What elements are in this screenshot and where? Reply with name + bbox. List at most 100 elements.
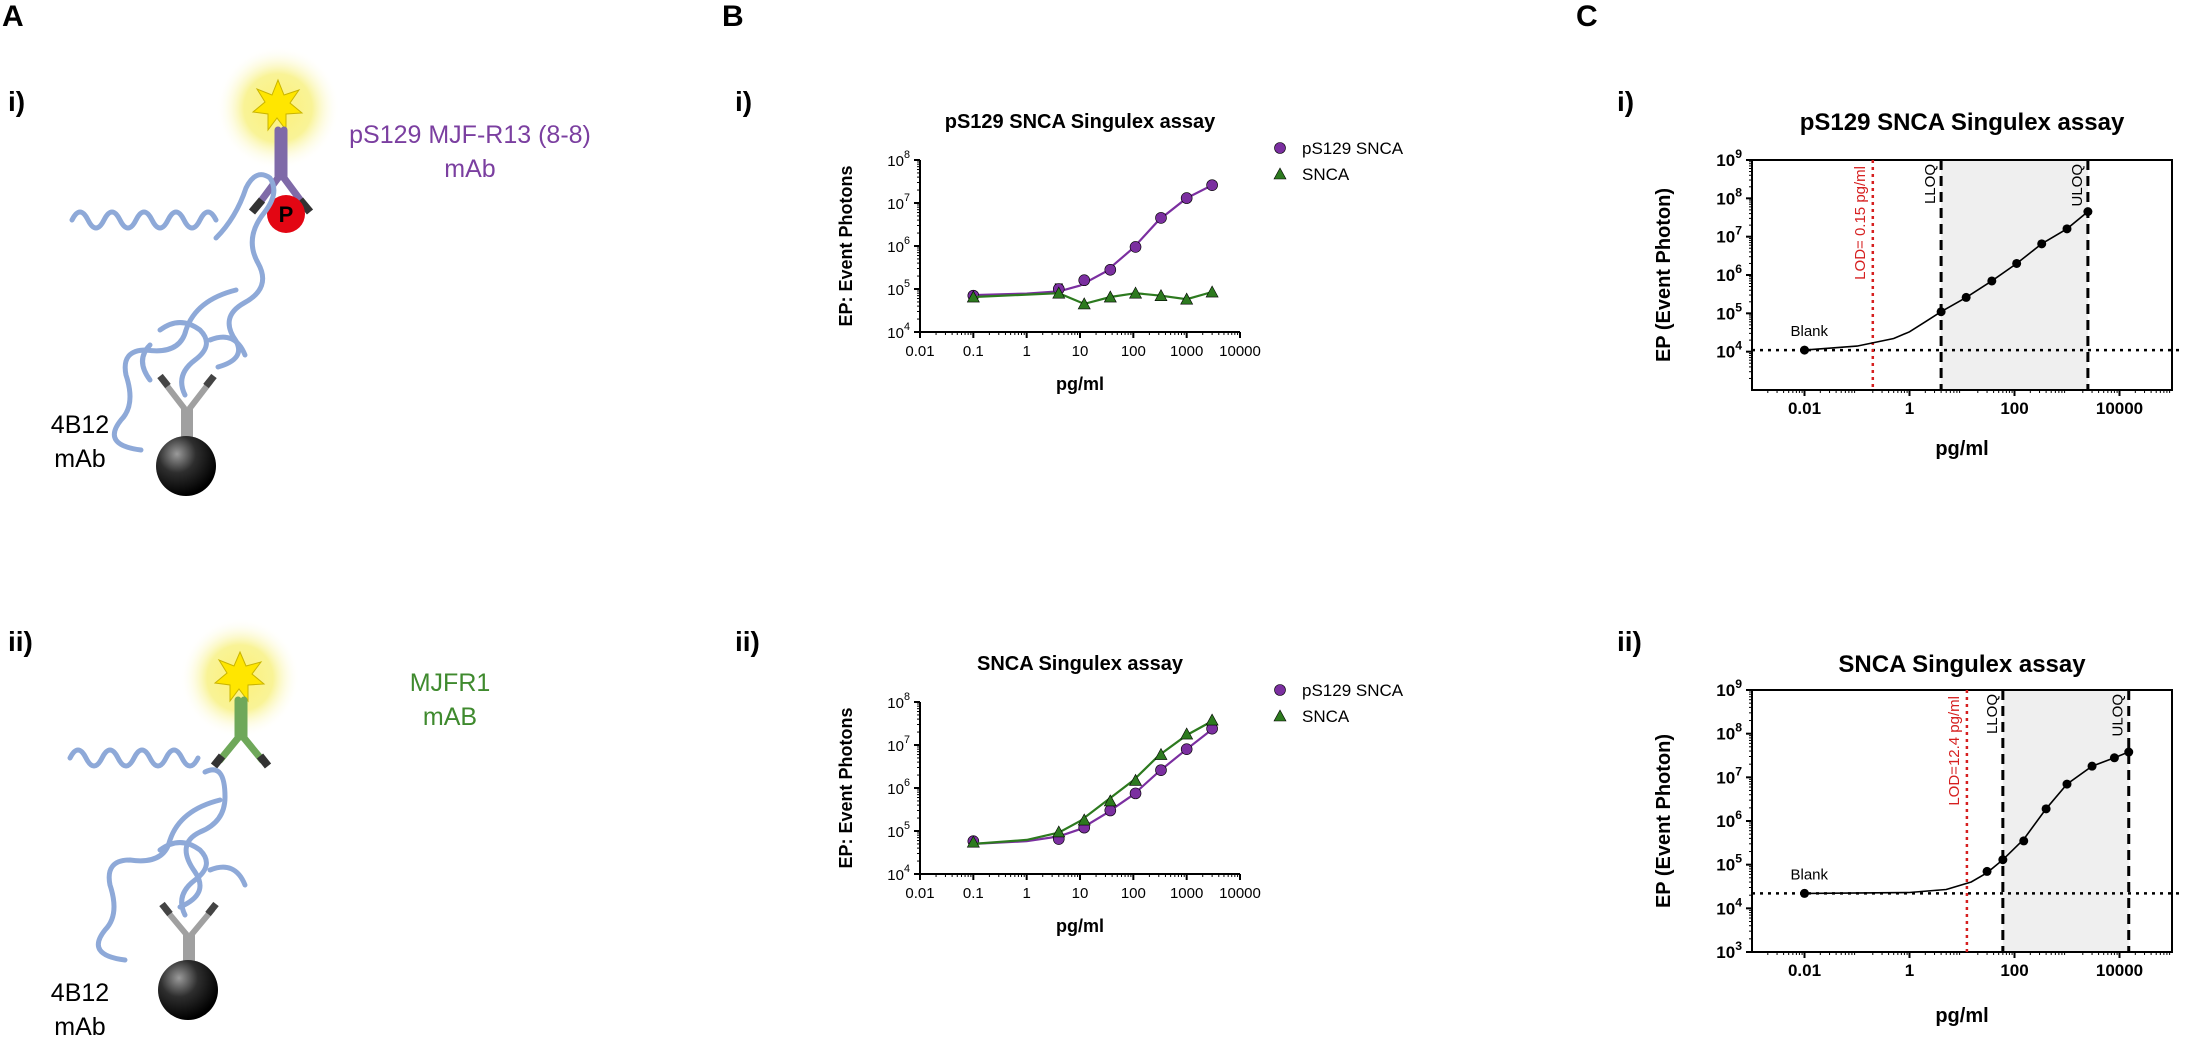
- antibody-tip: [248, 197, 266, 215]
- x-tick-label: 10: [1072, 343, 1089, 360]
- y-tick-exponent: 8: [904, 691, 910, 703]
- data-point: [1206, 179, 1218, 191]
- lloq-label: LLOQ: [1984, 694, 2001, 734]
- capture-antibody-label-ii: 4B12 mAb: [40, 976, 120, 1044]
- legend-label: SNCA: [1302, 707, 1350, 726]
- x-axis-label: pg/ml: [1056, 374, 1104, 394]
- lod-label: LOD=12.4 pg/ml: [1946, 696, 1963, 806]
- x-tick-label: 10000: [2096, 961, 2143, 980]
- data-point: [1104, 804, 1117, 817]
- y-tick-label: 104: [887, 863, 910, 884]
- y-tick-exponent: 7: [904, 192, 910, 204]
- data-point: [1205, 713, 1219, 726]
- fluorophore-star-icon: [213, 650, 266, 703]
- y-tick-label: 104: [887, 321, 910, 342]
- blank-label: Blank: [1791, 866, 1829, 883]
- chart-c-i: pS129 SNCA Singulex assay 104 105 106 107 108…: [1653, 109, 2182, 460]
- data-point: [2087, 761, 2097, 771]
- y-tick-label: 105: [1716, 300, 1742, 323]
- x-tick-label: 0.01: [905, 343, 934, 360]
- y-tick-label: 103: [1716, 939, 1742, 962]
- panel-letter-c: C: [1576, 0, 1598, 33]
- data-point: [1052, 286, 1066, 299]
- detector-antibody-label-ii: MJFR1 mAB: [380, 666, 520, 734]
- y-tick-label: 109: [1716, 147, 1742, 170]
- y-tick-label: 106: [1716, 808, 1742, 831]
- y-tick-label: 108: [887, 149, 910, 170]
- x-tick-label: 100: [1121, 885, 1146, 902]
- chart-title: pS129 SNCA Singulex assay: [1800, 109, 2125, 136]
- panel-letter-a: A: [2, 0, 24, 33]
- capture-antibody-name: 4B12: [50, 411, 110, 439]
- legend-label: pS129 SNCA: [1302, 681, 1404, 700]
- uloq-label: ULOQ: [2110, 694, 2127, 737]
- synuclein-protein-icon: [67, 747, 248, 963]
- data-point: [1129, 787, 1142, 800]
- data-point: [1180, 192, 1193, 204]
- data-point: [1180, 292, 1194, 305]
- y-axis-label: EP (Event Photon): [1653, 734, 1675, 908]
- y-tick-exponent: 5: [904, 820, 910, 832]
- data-point: [2012, 258, 2022, 268]
- data-point: [1961, 292, 1971, 302]
- antibody-tip: [203, 373, 217, 389]
- y-tick-label: 107: [1716, 764, 1742, 787]
- y-tick-label: 106: [1716, 262, 1742, 285]
- y-tick-exponent: 5: [1735, 852, 1742, 866]
- x-tick-label: 1: [1022, 885, 1030, 902]
- x-tick-label: 1: [1905, 399, 1914, 418]
- chart-title: pS129 SNCA Singulex assay: [945, 111, 1216, 133]
- data-point: [1155, 764, 1167, 776]
- capture-antibody-name: 4B12: [50, 979, 110, 1007]
- data-point: [1180, 727, 1194, 740]
- lloq-label: LLOQ: [1922, 164, 1939, 204]
- antibody-tip: [205, 901, 219, 917]
- uloq-label: ULOQ: [2069, 164, 2086, 207]
- antibody-tip: [296, 197, 314, 215]
- y-tick-exponent: 7: [904, 734, 910, 746]
- x-tick-label: 0.1: [963, 885, 984, 902]
- y-tick-label: 106: [887, 235, 910, 256]
- subpanel-label-a-ii: ii): [8, 626, 33, 657]
- y-tick-label: 106: [887, 777, 910, 798]
- y-tick-label: 108: [1716, 721, 1742, 744]
- y-tick-exponent: 9: [1735, 677, 1742, 691]
- y-tick-label: 105: [887, 820, 910, 841]
- data-point: [1936, 307, 1946, 317]
- x-tick-label: 10000: [2096, 399, 2143, 418]
- data-point: [2062, 779, 2072, 789]
- detector-antibody-name: MJFR1: [409, 669, 491, 697]
- data-point: [2041, 804, 2051, 814]
- series-line: [973, 184, 1213, 297]
- y-tick-exponent: 8: [1735, 721, 1742, 735]
- subpanel-label-b-ii: ii): [735, 626, 760, 657]
- y-axis-label: EP: Event Photons: [836, 707, 856, 868]
- antibody-tip: [159, 901, 173, 917]
- data-point: [1154, 289, 1168, 301]
- lod-label: LOD= 0.15 pg/ml: [1852, 166, 1869, 280]
- data-point: [1154, 747, 1168, 760]
- data-point: [966, 290, 980, 303]
- x-tick-label: 0.01: [1788, 961, 1821, 980]
- antibody-tip: [210, 753, 226, 769]
- blank-label: Blank: [1791, 323, 1829, 340]
- capture-antibody-type: mAb: [54, 1013, 106, 1041]
- y-axis-label: EP (Event Photon): [1653, 188, 1675, 362]
- capture-antibody-label-i: 4B12 mAb: [40, 408, 120, 476]
- data-point: [1078, 274, 1091, 287]
- subpanel-label-c-ii: ii): [1617, 626, 1642, 657]
- y-axis-label: EP: Event Photons: [836, 165, 856, 326]
- schematic-ii: [67, 618, 300, 1020]
- antibody-tip: [157, 373, 171, 389]
- detection-antibody-icon: [216, 696, 266, 764]
- data-point: [1155, 212, 1167, 224]
- x-tick-label: 100: [2000, 961, 2028, 980]
- y-tick-exponent: 8: [904, 149, 910, 161]
- data-point: [2062, 224, 2072, 234]
- data-point: [1103, 290, 1117, 303]
- phospho-site-icon: [267, 195, 305, 233]
- data-point: [1052, 825, 1066, 838]
- y-tick-exponent: 4: [904, 863, 910, 875]
- y-tick-exponent: 6: [1735, 262, 1742, 276]
- x-axis-label: pg/ml: [1056, 916, 1104, 936]
